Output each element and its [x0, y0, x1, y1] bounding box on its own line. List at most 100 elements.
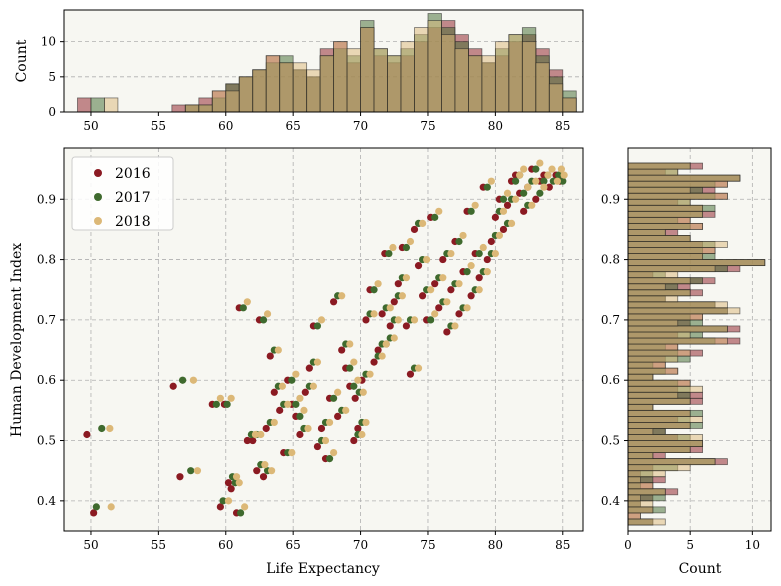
point-2016: [351, 394, 359, 402]
right-bar-2018: [627, 337, 728, 345]
point-2018: [459, 231, 467, 240]
point-2018: [503, 189, 512, 197]
right-bar-2018: [627, 397, 691, 405]
legend-label-2017: 2017: [115, 190, 151, 206]
point-2018: [325, 418, 334, 427]
point-2018: [313, 358, 322, 366]
right-x-tick-label: 10: [745, 538, 760, 552]
point-2018: [278, 382, 286, 390]
point-2018: [406, 237, 415, 246]
right-y-tick-label: 0.7: [601, 313, 620, 327]
point-2016: [520, 207, 528, 215]
right-bar-2018: [627, 180, 728, 188]
point-2018: [520, 165, 528, 173]
right-bar-2018: [627, 416, 704, 423]
top-y-tick-label: 0: [48, 105, 56, 119]
point-2018: [300, 406, 308, 414]
right-bar-2018: [627, 518, 666, 526]
point-2016: [176, 473, 184, 481]
point-2016: [224, 479, 233, 487]
point-2016: [435, 304, 443, 312]
point-2018: [362, 418, 370, 427]
point-2016: [370, 358, 378, 366]
point-2017: [325, 455, 334, 463]
right-bar-2018: [627, 241, 728, 248]
point-2017: [559, 177, 567, 185]
point-2018: [309, 382, 317, 390]
right-bar-2018: [627, 186, 691, 194]
point-2016: [532, 195, 540, 203]
right-histogram-ticks: 0 5 10 0.4 0.5 0.6 0.7 0.8 0.9: [601, 192, 760, 552]
point-2018: [557, 165, 566, 173]
top-histogram-ticks: 50 55 60 65 70 75 80 85 0 5 10: [41, 35, 571, 133]
top-x-tick-label: 55: [151, 119, 166, 133]
point-2018: [261, 461, 269, 469]
point-2018: [389, 243, 397, 252]
point-2018: [499, 207, 508, 215]
right-bar-2018: [627, 500, 654, 508]
right-bar-2018: [627, 235, 691, 242]
top-bar-2018: [346, 48, 361, 113]
top-bar-2018: [319, 55, 335, 113]
top-bar-2018: [292, 62, 308, 113]
point-2018: [342, 406, 350, 414]
point-2018: [394, 316, 402, 324]
point-2016: [378, 310, 386, 318]
point-2018: [544, 171, 552, 179]
point-2016: [301, 388, 309, 396]
point-2017: [288, 376, 296, 384]
point-2018: [491, 249, 499, 258]
point-2017: [179, 376, 187, 384]
point-2017: [350, 382, 358, 390]
top-bar-2018: [494, 41, 510, 113]
point-2016: [402, 322, 411, 330]
right-x-tick-label: 5: [686, 538, 694, 552]
top-bar-2018: [508, 34, 523, 113]
point-2018: [443, 298, 451, 306]
point-2016: [296, 430, 304, 439]
point-2018: [251, 430, 260, 439]
point-2017: [330, 394, 338, 402]
point-2016: [545, 183, 553, 191]
point-2018: [235, 479, 243, 487]
point-2016: [487, 237, 495, 246]
point-2016: [467, 292, 475, 300]
point-2016: [243, 436, 251, 445]
right-bar-2018: [627, 319, 679, 327]
point-2016: [418, 292, 427, 300]
top-bar-2018: [198, 104, 213, 113]
x-tick-label: 75: [420, 538, 435, 552]
point-2016: [362, 316, 370, 324]
point-2018: [106, 424, 114, 433]
point-2017: [385, 249, 393, 258]
point-2018: [296, 394, 304, 402]
top-bar-2018: [211, 90, 227, 113]
point-2018: [398, 292, 406, 300]
point-2017: [223, 400, 231, 408]
top-histogram-frame: [63, 9, 584, 113]
y-tick-label: 0.4: [37, 494, 56, 508]
legend-marker-2016: [94, 169, 102, 177]
point-2018: [471, 201, 479, 209]
legend-marker-2017: [94, 193, 102, 201]
y-tick-label: 0.7: [37, 313, 56, 327]
point-2018: [536, 159, 544, 167]
point-2018: [189, 376, 198, 384]
y-axis-label: Human Development Index: [9, 243, 25, 437]
point-2017: [467, 207, 475, 215]
point-2017: [296, 412, 304, 421]
right-bar-2018: [627, 446, 691, 453]
top-bar-2018: [521, 41, 537, 113]
point-2018: [511, 195, 520, 203]
right-bar-2018: [627, 506, 654, 514]
right-bar-2018: [627, 162, 691, 170]
point-2017: [346, 364, 354, 372]
point-2017: [236, 509, 245, 517]
point-2018: [431, 310, 439, 318]
right-bar-2018: [627, 379, 691, 387]
point-2016: [374, 346, 382, 354]
top-histogram-bars: [77, 13, 577, 113]
right-bar-2018: [627, 331, 691, 339]
right-x-tick-label: 0: [624, 538, 632, 552]
point-2017: [92, 503, 100, 511]
